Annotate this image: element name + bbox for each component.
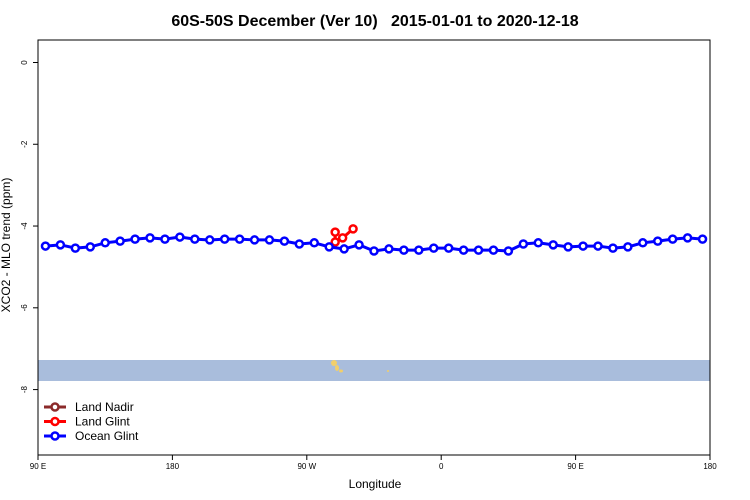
data-point [623, 242, 633, 252]
data-point [337, 233, 348, 243]
x-tick-label: 180 [703, 462, 717, 471]
data-point [249, 235, 260, 245]
data-point [369, 246, 379, 256]
legend-marker [50, 416, 60, 427]
legend-label: Ocean Glint [75, 429, 139, 443]
data-point [175, 232, 185, 242]
data-point [593, 241, 603, 251]
data-point [697, 234, 708, 244]
data-point [309, 238, 320, 248]
data-point [578, 241, 588, 251]
data-point [414, 245, 424, 255]
x-tick-label: 0 [439, 462, 444, 471]
data-point [384, 244, 394, 254]
data-point [682, 233, 693, 243]
x-tick-label: 90 W [297, 462, 316, 471]
data-point [324, 242, 334, 252]
data-point [399, 245, 409, 255]
data-point [667, 234, 678, 244]
data-point [533, 238, 544, 248]
data-point [294, 239, 305, 249]
legend-label: Land Nadir [75, 400, 134, 414]
data-point [85, 242, 96, 252]
plot-frame [37, 39, 711, 456]
x-tick-label: 90 E [567, 462, 583, 471]
data-point [443, 243, 454, 253]
data-point [160, 234, 170, 244]
data-point [264, 235, 275, 245]
data-point [219, 234, 230, 244]
data-point [204, 235, 215, 245]
chart-title: 60S-50S December (Ver 10) 2015-01-01 to … [171, 13, 578, 30]
y-tick-label: -8 [20, 385, 29, 393]
data-point [339, 244, 349, 254]
data-point [145, 233, 155, 243]
data-point [503, 246, 514, 256]
x-axis-label: Longitude [349, 477, 402, 491]
data-point [330, 237, 340, 247]
land-patches [331, 360, 389, 373]
legend-marker [50, 402, 60, 412]
x-tick-label: 90 E [30, 462, 46, 471]
y-tick-label: -6 [20, 304, 29, 312]
data-point [354, 240, 364, 250]
data-point [330, 227, 340, 237]
data-point [115, 236, 125, 246]
y-tick-label: -4 [20, 222, 29, 230]
data-point [70, 243, 81, 253]
data-point [458, 245, 469, 255]
y-tick-label: 0 [20, 60, 29, 65]
data-point [652, 236, 663, 246]
data-point [40, 241, 51, 251]
data-point [130, 234, 140, 244]
data-point [488, 245, 499, 255]
data-point [234, 234, 245, 244]
data-point [608, 243, 618, 253]
data-point [279, 236, 290, 246]
data-point [518, 239, 529, 249]
data-point [55, 240, 66, 250]
data-point [428, 243, 439, 253]
data-point [100, 238, 110, 248]
data-point [563, 242, 573, 252]
y-tick-label: -2 [20, 140, 29, 148]
data-point [190, 234, 200, 244]
data-point [638, 238, 648, 248]
x-tick-label: 180 [166, 462, 180, 471]
y-axis-label: XCO2 - MLO trend (ppm) [0, 178, 13, 313]
data-point [473, 245, 484, 255]
legend-label: Land Glint [75, 415, 130, 429]
legend-marker [50, 431, 60, 441]
map-strip [38, 360, 710, 381]
data-point [548, 240, 558, 250]
data-point [348, 224, 358, 234]
